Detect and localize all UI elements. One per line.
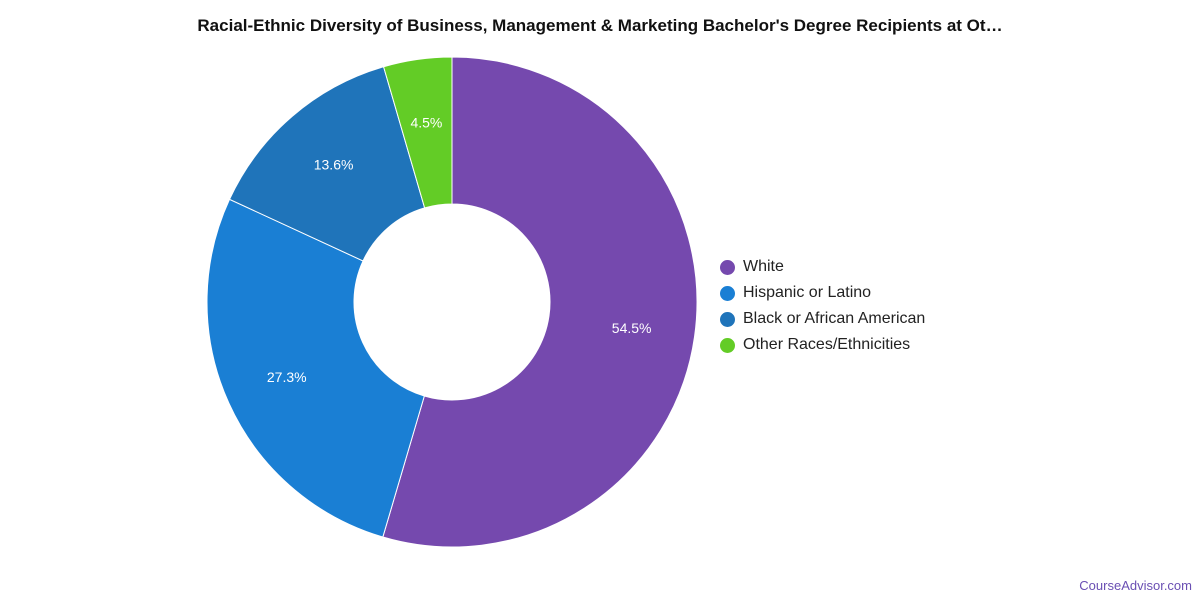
legend-swatch-icon (720, 259, 735, 275)
slice-value-label-2: 13.6% (314, 156, 354, 172)
site-credit[interactable]: CourseAdvisor.com (1079, 578, 1192, 593)
legend-item-3[interactable]: Other Races/Ethnicities (720, 332, 925, 358)
chart-title: Racial-Ethnic Diversity of Business, Man… (197, 16, 1003, 35)
pie-slice-1 (206, 198, 425, 538)
pie-slice-0 (382, 56, 698, 548)
legend-label: Other Races/Ethnicities (743, 336, 911, 353)
slice-value-label-1: 27.3% (267, 369, 307, 385)
legend-swatch-icon (720, 285, 735, 301)
legend-swatch-icon (720, 337, 735, 353)
slice-value-label-3: 4.5% (410, 114, 442, 130)
legend-swatch-icon (720, 311, 735, 327)
legend-item-1[interactable]: Hispanic or Latino (720, 280, 925, 306)
legend-item-0[interactable]: White (720, 254, 925, 280)
legend-label: Black or African American (743, 310, 926, 327)
legend-item-2[interactable]: Black or African American (720, 306, 925, 332)
legend-label: White (743, 258, 784, 275)
legend-label: Hispanic or Latino (743, 284, 872, 301)
legend: White Hispanic or Latino Black or African … (720, 254, 925, 358)
pie-slice-3 (382, 56, 453, 209)
slice-value-label-0: 54.5% (612, 320, 652, 336)
pie-slice-2 (228, 66, 426, 262)
